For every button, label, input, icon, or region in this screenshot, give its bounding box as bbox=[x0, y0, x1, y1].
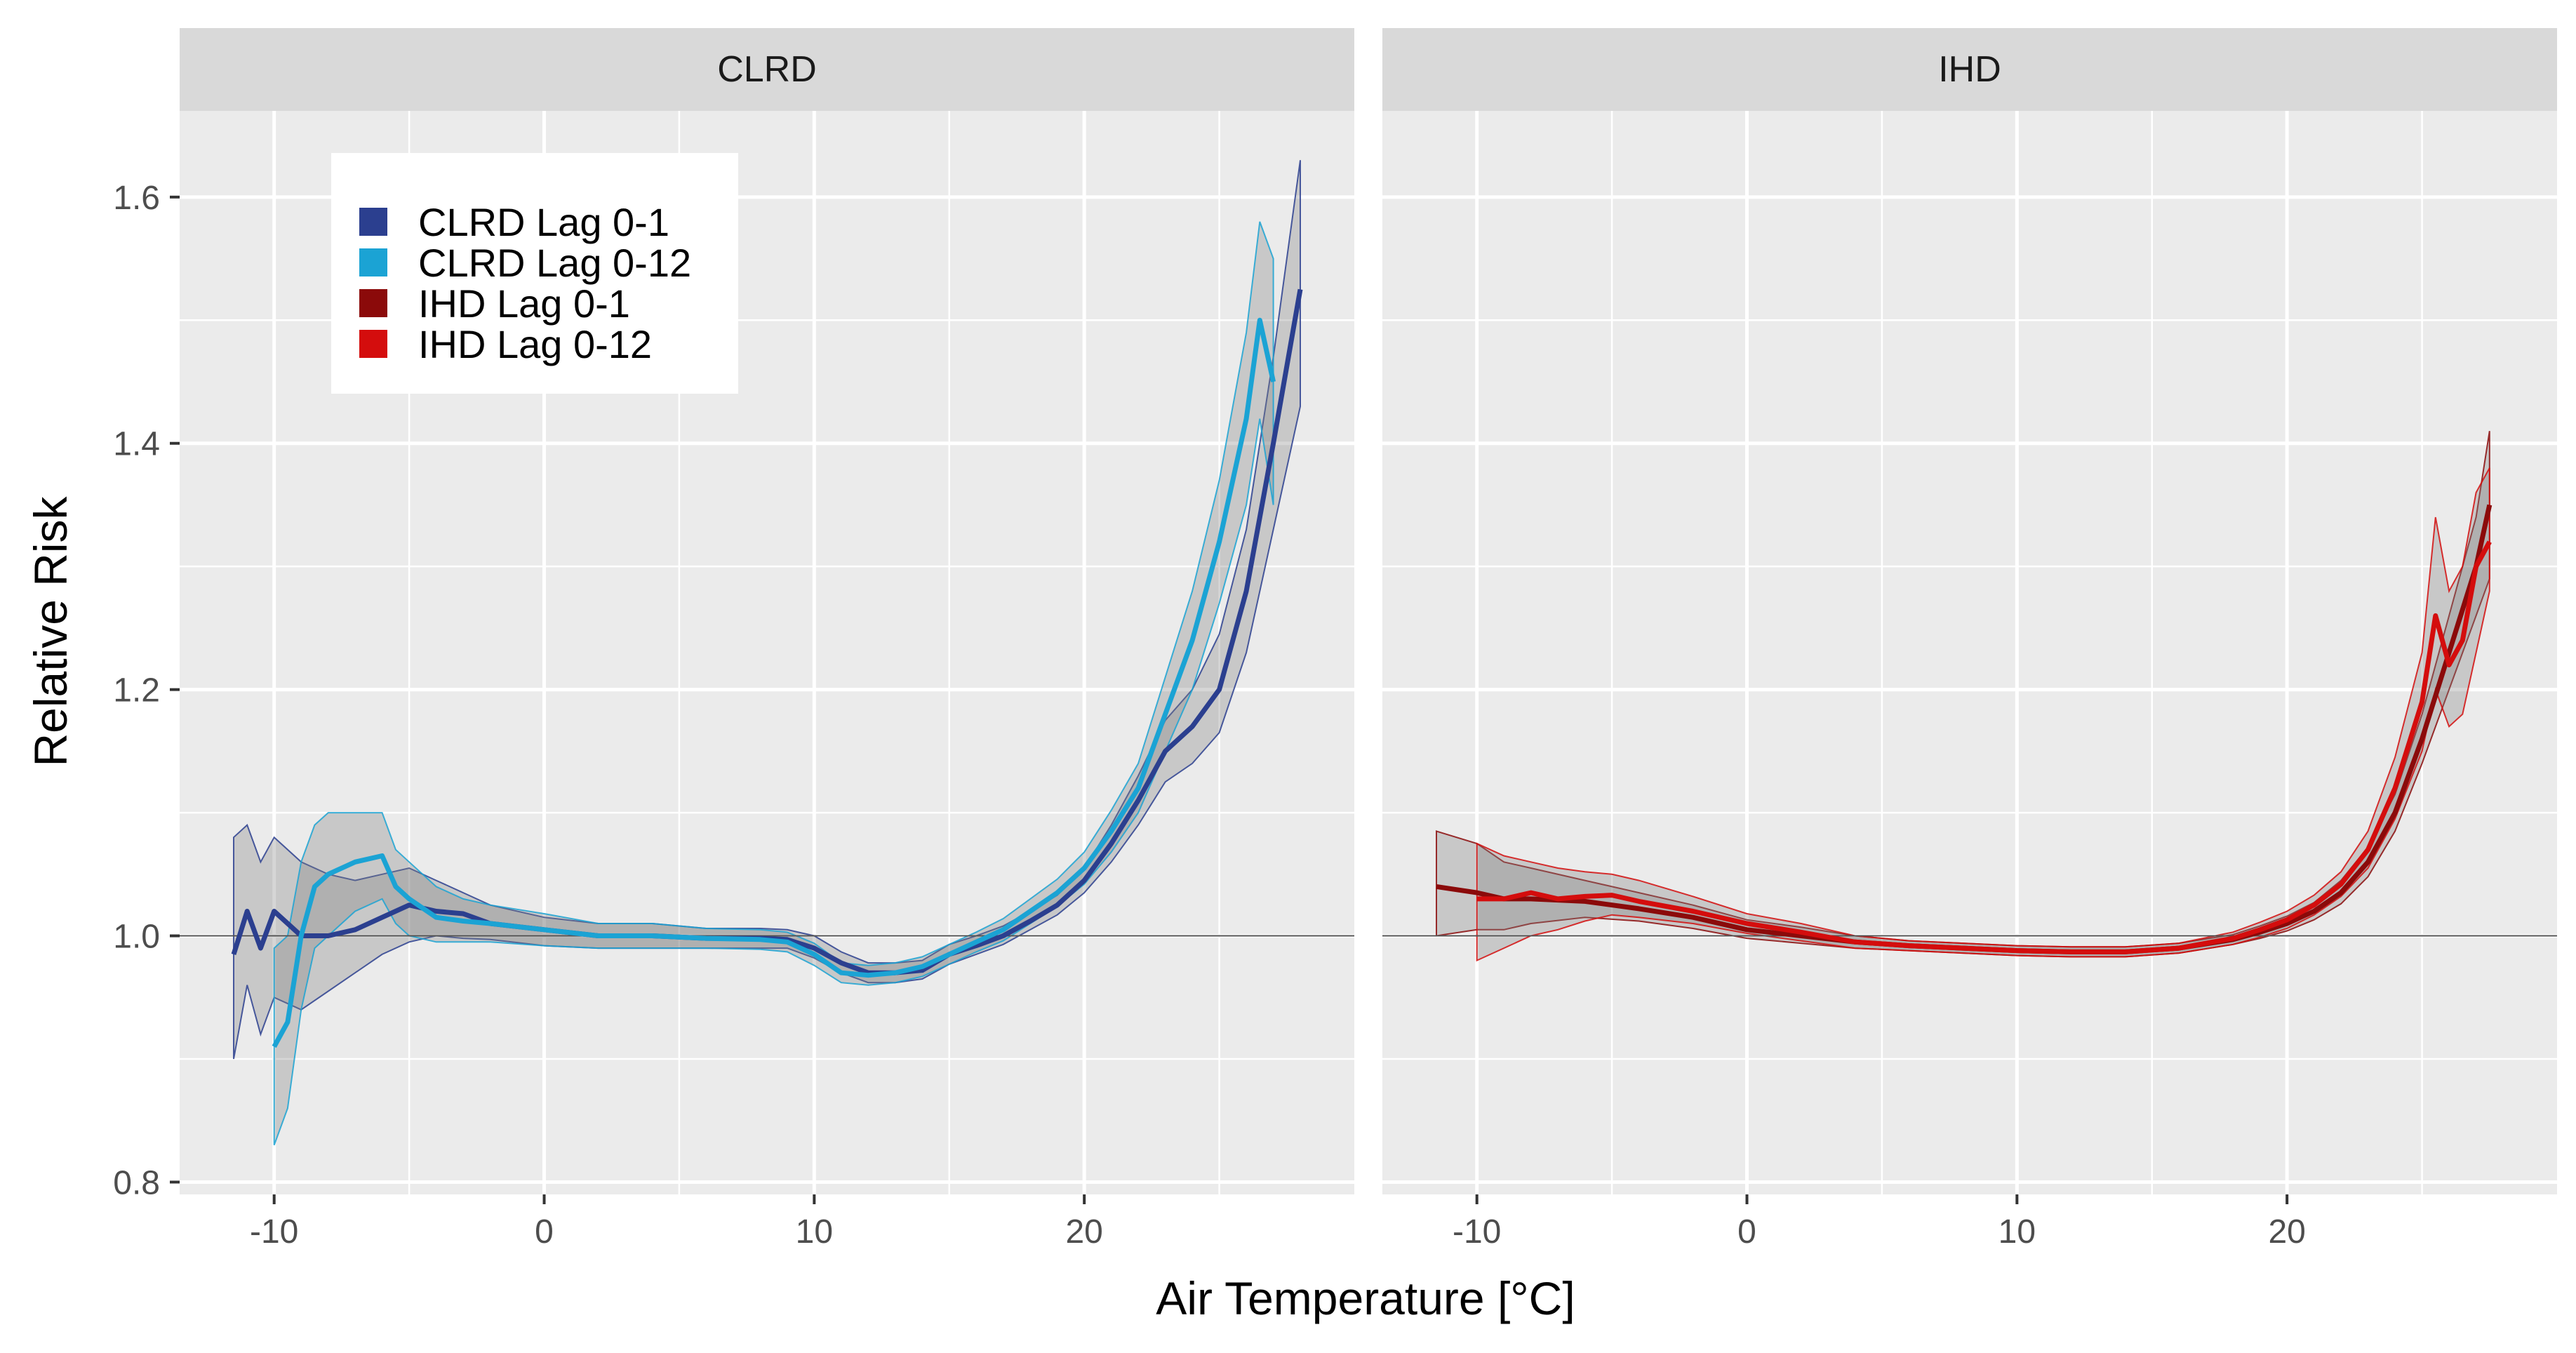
legend-label-clrd-lag-0-1: CLRD Lag 0-1 bbox=[418, 200, 669, 244]
y-tick-label: 1.0 bbox=[113, 919, 160, 956]
series-group-ihd bbox=[1382, 431, 2557, 962]
x-tick-label: 0 bbox=[535, 1213, 554, 1251]
x-tick-label: 20 bbox=[2268, 1213, 2305, 1251]
legend: CLRD Lag 0-1 CLRD Lag 0-12 IHD Lag 0-1 I… bbox=[331, 153, 738, 394]
strip-title-clrd: CLRD bbox=[717, 49, 817, 90]
y-tick-label: 0.8 bbox=[113, 1164, 160, 1201]
legend-key-ihd-lag-0-1 bbox=[359, 289, 387, 317]
legend-key-clrd-lag-0-12 bbox=[359, 248, 387, 276]
strip-clrd bbox=[180, 28, 1354, 111]
series-group-clrd bbox=[180, 160, 1354, 1146]
x-tick-label: 20 bbox=[1065, 1213, 1102, 1251]
series-line-ihd-lag-0-12 bbox=[1476, 540, 2492, 954]
x-tick-label: -10 bbox=[250, 1213, 298, 1251]
legend-box bbox=[331, 153, 738, 394]
series-line-clrd-lag-0-1 bbox=[231, 288, 1303, 975]
x-axis: -10 0 10 20 -10 0 10 20 bbox=[250, 1194, 2306, 1251]
x-tick-label: 0 bbox=[1737, 1213, 1756, 1251]
legend-key-clrd-lag-0-1 bbox=[359, 208, 387, 236]
x-tick-label: 10 bbox=[1998, 1213, 2036, 1251]
strip-ihd bbox=[1382, 28, 2557, 111]
panel-ihd: IHD bbox=[1382, 28, 2557, 1194]
strip-title-ihd: IHD bbox=[1938, 49, 2001, 90]
x-tick-label: 10 bbox=[796, 1213, 833, 1251]
y-tick-label: 1.6 bbox=[113, 180, 160, 217]
x-axis-title: Air Temperature [°C] bbox=[1156, 1272, 1575, 1324]
panel-clrd: CLRD bbox=[180, 28, 1354, 1194]
legend-key-ihd-lag-0-12 bbox=[359, 330, 387, 358]
legend-label-clrd-lag-0-12: CLRD Lag 0-12 bbox=[418, 241, 691, 285]
y-axis-title: Relative Risk bbox=[25, 495, 76, 766]
x-tick-label: -10 bbox=[1453, 1213, 1501, 1251]
y-axis: 0.8 1.0 1.2 1.4 1.6 bbox=[113, 180, 180, 1201]
legend-label-ihd-lag-0-1: IHD Lag 0-1 bbox=[418, 281, 630, 326]
plot-area-ihd bbox=[1382, 111, 2557, 1194]
y-tick-label: 1.2 bbox=[113, 672, 160, 709]
legend-label-ihd-lag-0-12: IHD Lag 0-12 bbox=[418, 322, 652, 366]
ci-band-clrd-lag-0-1 bbox=[233, 160, 1301, 1060]
series-line-clrd-lag-0-12 bbox=[272, 317, 1276, 1048]
y-tick-label: 1.4 bbox=[113, 426, 160, 463]
